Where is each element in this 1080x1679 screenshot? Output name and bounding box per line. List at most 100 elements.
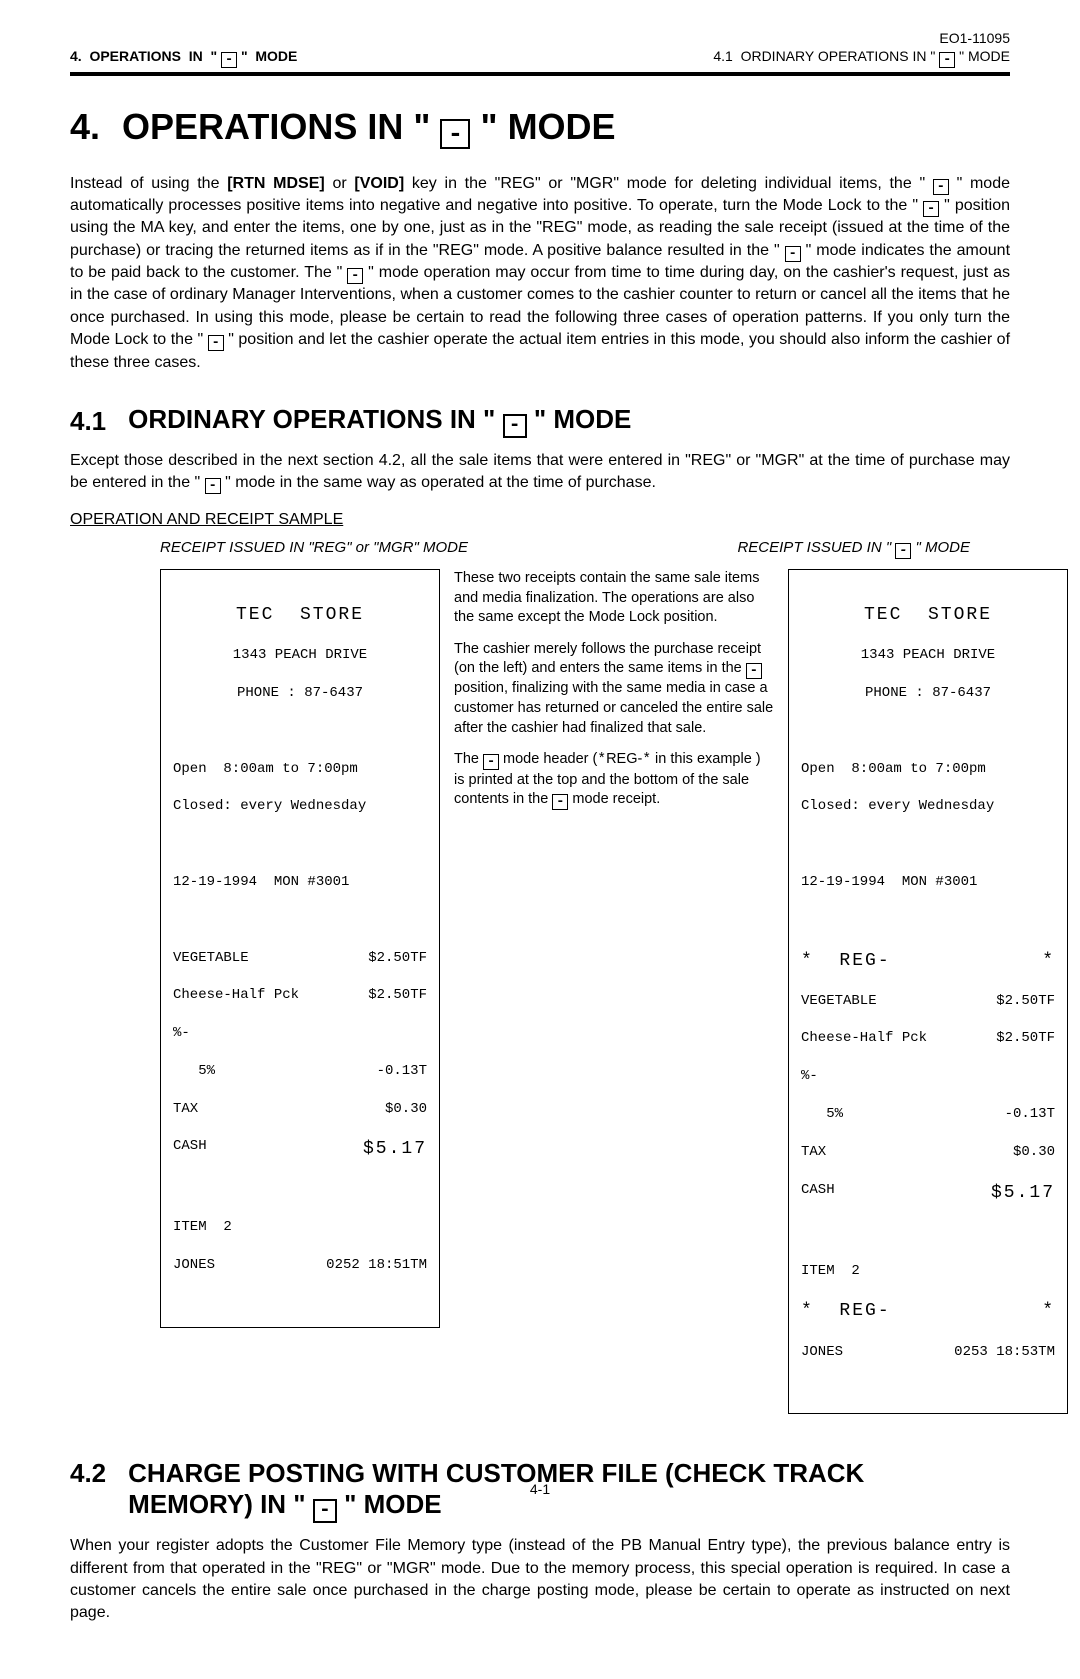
t: REG-	[839, 1301, 890, 1321]
minus-box-icon: -	[440, 119, 470, 149]
rtn-key: [RTN MDSE]	[227, 175, 325, 192]
t: CASH	[173, 1137, 207, 1161]
t: $5.17	[991, 1181, 1055, 1205]
store-phone: PHONE : 87-6437	[801, 684, 1055, 703]
date-line: 12-19-1994 MON #3001	[801, 873, 1055, 892]
t: $2.50TF	[996, 1029, 1055, 1048]
header-doc-code: EO1-11095	[713, 30, 1010, 48]
minus-box-icon: -	[205, 478, 221, 494]
store-phone: PHONE : 87-6437	[173, 684, 427, 703]
star-icon: *	[801, 1301, 814, 1321]
line-item: Cheese-Half Pck$2.50TF	[173, 986, 427, 1005]
right-receipt-label: RECEIPT ISSUED IN " - " MODE	[737, 539, 970, 559]
store-addr: 1343 PEACH DRIVE	[801, 646, 1055, 665]
item-count: ITEM 2	[173, 1218, 427, 1237]
reg-header-bot: * REG- *	[801, 1299, 1055, 1323]
t: $2.50TF	[368, 949, 427, 968]
sample-labels: RECEIPT ISSUED IN "REG" or "MGR" MODE RE…	[70, 539, 1010, 559]
line-item: 5% -0.13T	[801, 1105, 1055, 1124]
t: 5%	[173, 1062, 215, 1081]
page-root: 4. OPERATIONS IN " - " MODE EO1-11095 4.…	[0, 0, 1080, 1679]
t: TAX	[173, 1100, 198, 1119]
page-number: 4-1	[0, 1481, 1080, 1497]
line-item: CASH $5.17	[801, 1181, 1055, 1205]
sample-row: TEC STORE 1343 PEACH DRIVE PHONE : 87-64…	[70, 569, 1010, 1414]
receipt-neg: TEC STORE 1343 PEACH DRIVE PHONE : 87-64…	[788, 569, 1068, 1414]
mid-para-1: These two receipts contain the same sale…	[454, 569, 774, 628]
footer-line: JONES 0252 18:51TM	[173, 1256, 427, 1275]
minus-box-icon: -	[313, 1499, 337, 1523]
t: VEGETABLE	[801, 992, 877, 1011]
t: 5%	[801, 1105, 843, 1124]
star-icon: *	[801, 951, 814, 971]
minus-box-icon: -	[746, 663, 762, 679]
t: " mode in the same way as operated at th…	[221, 474, 656, 491]
store-name: TEC STORE	[801, 603, 1055, 627]
line-item: CASH $5.17	[173, 1137, 427, 1161]
minus-box-icon: -	[347, 268, 363, 284]
closed-note: Closed: every Wednesday	[801, 797, 1055, 816]
t: mode receipt.	[568, 791, 660, 807]
open-hours: Open 8:00am to 7:00pm	[801, 760, 1055, 779]
t: $5.17	[363, 1137, 427, 1161]
line-item: TAX$0.30	[173, 1100, 427, 1119]
t: JONES	[173, 1256, 215, 1275]
star-icon: *	[642, 752, 651, 768]
t: CASH	[801, 1181, 835, 1205]
t: $2.50TF	[996, 992, 1055, 1011]
sample-heading: OPERATION AND RECEIPT SAMPLE	[70, 509, 1010, 531]
t: The cashier merely follows the purchase …	[454, 641, 761, 677]
sec41-para: Except those described in the next secti…	[70, 450, 1010, 495]
t: 0252 18:51TM	[326, 1256, 427, 1275]
receipt-reg-col: TEC STORE 1343 PEACH DRIVE PHONE : 87-64…	[160, 569, 440, 1414]
chapter-num: 4.	[70, 106, 100, 148]
chapter-title: 4. OPERATIONS IN " - " MODE	[70, 106, 1010, 149]
section-41-title: 4.1 ORDINARY OPERATIONS IN " - " MODE	[70, 404, 1010, 438]
star-icon: *	[1042, 1299, 1055, 1323]
minus-box-icon: -	[895, 543, 911, 559]
open-hours: Open 8:00am to 7:00pm	[173, 760, 427, 779]
minus-box-icon: -	[503, 414, 527, 438]
reg-header-top: * REG-*	[801, 949, 1055, 973]
t: " MODE	[534, 404, 632, 434]
sec42-para: When your register adopts the Customer F…	[70, 1535, 1010, 1625]
t: " MODE	[911, 539, 970, 556]
line-item: VEGETABLE $2.50TF	[801, 992, 1055, 1011]
minus-box-icon: -	[933, 179, 949, 195]
t: REG-	[839, 951, 890, 971]
sec-title-text: ORDINARY OPERATIONS IN " - " MODE	[128, 404, 631, 438]
sample-heading-text: OPERATION AND RECEIPT SAMPLE	[70, 511, 343, 528]
line-item: 5%-0.13T	[173, 1062, 427, 1081]
line-item: Cheese-Half Pck$2.50TF	[801, 1029, 1055, 1048]
line-item: TAX$0.30	[801, 1143, 1055, 1162]
chapter-title-a: OPERATIONS IN "	[122, 106, 430, 147]
header-right: EO1-11095 4.1 ORDINARY OPERATIONS IN " -…	[713, 30, 1010, 68]
line-item: %-	[801, 1067, 1055, 1086]
header-left: 4. OPERATIONS IN " - " MODE	[70, 48, 297, 68]
mid-para-3: The - mode header (*REG-* in this exampl…	[454, 750, 774, 810]
t: $0.30	[1013, 1143, 1055, 1162]
t: 0253 18:53TM	[954, 1343, 1055, 1362]
minus-box-icon: -	[208, 335, 224, 351]
header-rule	[70, 72, 1010, 76]
t: REG-	[606, 751, 642, 767]
store-name: TEC STORE	[173, 603, 427, 627]
mid-para-2: The cashier merely follows the purchase …	[454, 640, 774, 738]
line-item: VEGETABLE $2.50TF	[173, 949, 427, 968]
t: VEGETABLE	[173, 949, 249, 968]
t: key in the "REG" or "MGR" mode for delet…	[404, 175, 933, 192]
intro-para-1: Instead of using the [RTN MDSE] or [VOID…	[70, 173, 1010, 375]
t: Cheese-Half Pck	[173, 986, 299, 1005]
receipt-neg-col: TEC STORE 1343 PEACH DRIVE PHONE : 87-64…	[788, 569, 1068, 1414]
t: The "	[304, 264, 347, 281]
sec-num: 4.1	[70, 406, 106, 437]
running-header: 4. OPERATIONS IN " - " MODE EO1-11095 4.…	[70, 30, 1010, 70]
t: position, finalizing with the same media…	[454, 680, 773, 735]
item-count: ITEM 2	[801, 1262, 1055, 1281]
t: ORDINARY OPERATIONS IN "	[128, 404, 495, 434]
t: -0.13T	[1005, 1105, 1055, 1124]
minus-box-icon: -	[552, 794, 568, 810]
minus-box-icon: -	[221, 52, 237, 68]
t: RECEIPT ISSUED IN "	[737, 539, 895, 556]
receipt-reg: TEC STORE 1343 PEACH DRIVE PHONE : 87-64…	[160, 569, 440, 1328]
